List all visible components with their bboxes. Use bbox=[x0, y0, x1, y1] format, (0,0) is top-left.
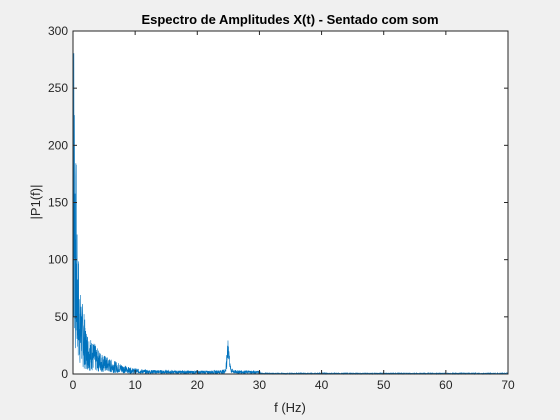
x-tick-label: 70 bbox=[501, 378, 515, 392]
x-tick-label: 10 bbox=[128, 378, 142, 392]
x-tick-label: 60 bbox=[439, 378, 453, 392]
x-axis-label: f (Hz) bbox=[274, 400, 306, 415]
axes-box bbox=[72, 30, 509, 375]
y-tick-label: 200 bbox=[48, 138, 68, 152]
axes-background bbox=[73, 31, 508, 374]
x-tick-label: 40 bbox=[315, 378, 329, 392]
ticks-layer: 0 10 20 30 40 50 60 70 0 50 100 150 200 250 300 bbox=[48, 24, 515, 392]
y-tick-label: 100 bbox=[48, 253, 68, 267]
y-tick-label: 50 bbox=[55, 310, 69, 324]
x-tick-label: 0 bbox=[70, 378, 77, 392]
y-tick-label: 0 bbox=[61, 367, 68, 381]
chart-title: Espectro de Amplitudes X(t) - Sentado co… bbox=[141, 12, 438, 27]
x-tick-label: 30 bbox=[253, 378, 267, 392]
y-tick-label: 150 bbox=[48, 196, 68, 210]
y-axis-label: |P1(f)| bbox=[28, 185, 43, 220]
x-tick-label: 20 bbox=[191, 378, 205, 392]
y-tick-label: 300 bbox=[48, 24, 68, 38]
y-tick-label: 250 bbox=[48, 81, 68, 95]
x-tick-label: 50 bbox=[377, 378, 391, 392]
